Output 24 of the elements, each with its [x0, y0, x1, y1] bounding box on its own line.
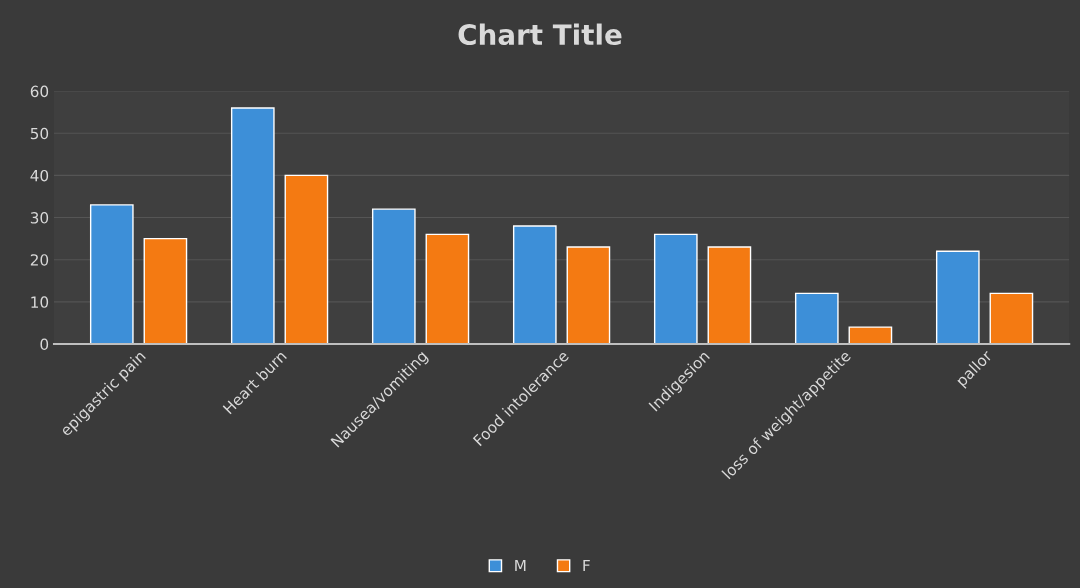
chart-title: Chart Title	[458, 23, 622, 46]
bar	[566, 246, 611, 344]
bar	[371, 208, 416, 344]
bar	[89, 204, 134, 344]
bar	[848, 326, 893, 344]
y-tick-label: 40	[30, 169, 49, 182]
y-tick-label: 60	[30, 85, 49, 98]
bar	[143, 237, 188, 344]
y-tick-label: 10	[31, 296, 49, 308]
bar	[794, 292, 839, 344]
bar	[989, 292, 1034, 344]
y-tick-label: 50	[30, 127, 49, 140]
legend-label: M	[515, 559, 526, 572]
y-tick-label: 0	[40, 338, 49, 350]
bar	[653, 233, 698, 344]
bar	[284, 174, 329, 344]
bar	[425, 233, 470, 344]
bar	[707, 246, 752, 344]
bar	[230, 107, 275, 344]
y-tick-label: 30	[30, 212, 49, 224]
legend-label: F	[583, 559, 590, 572]
y-tick-label: 20	[30, 254, 49, 266]
bar	[935, 250, 980, 344]
bar	[512, 225, 557, 344]
